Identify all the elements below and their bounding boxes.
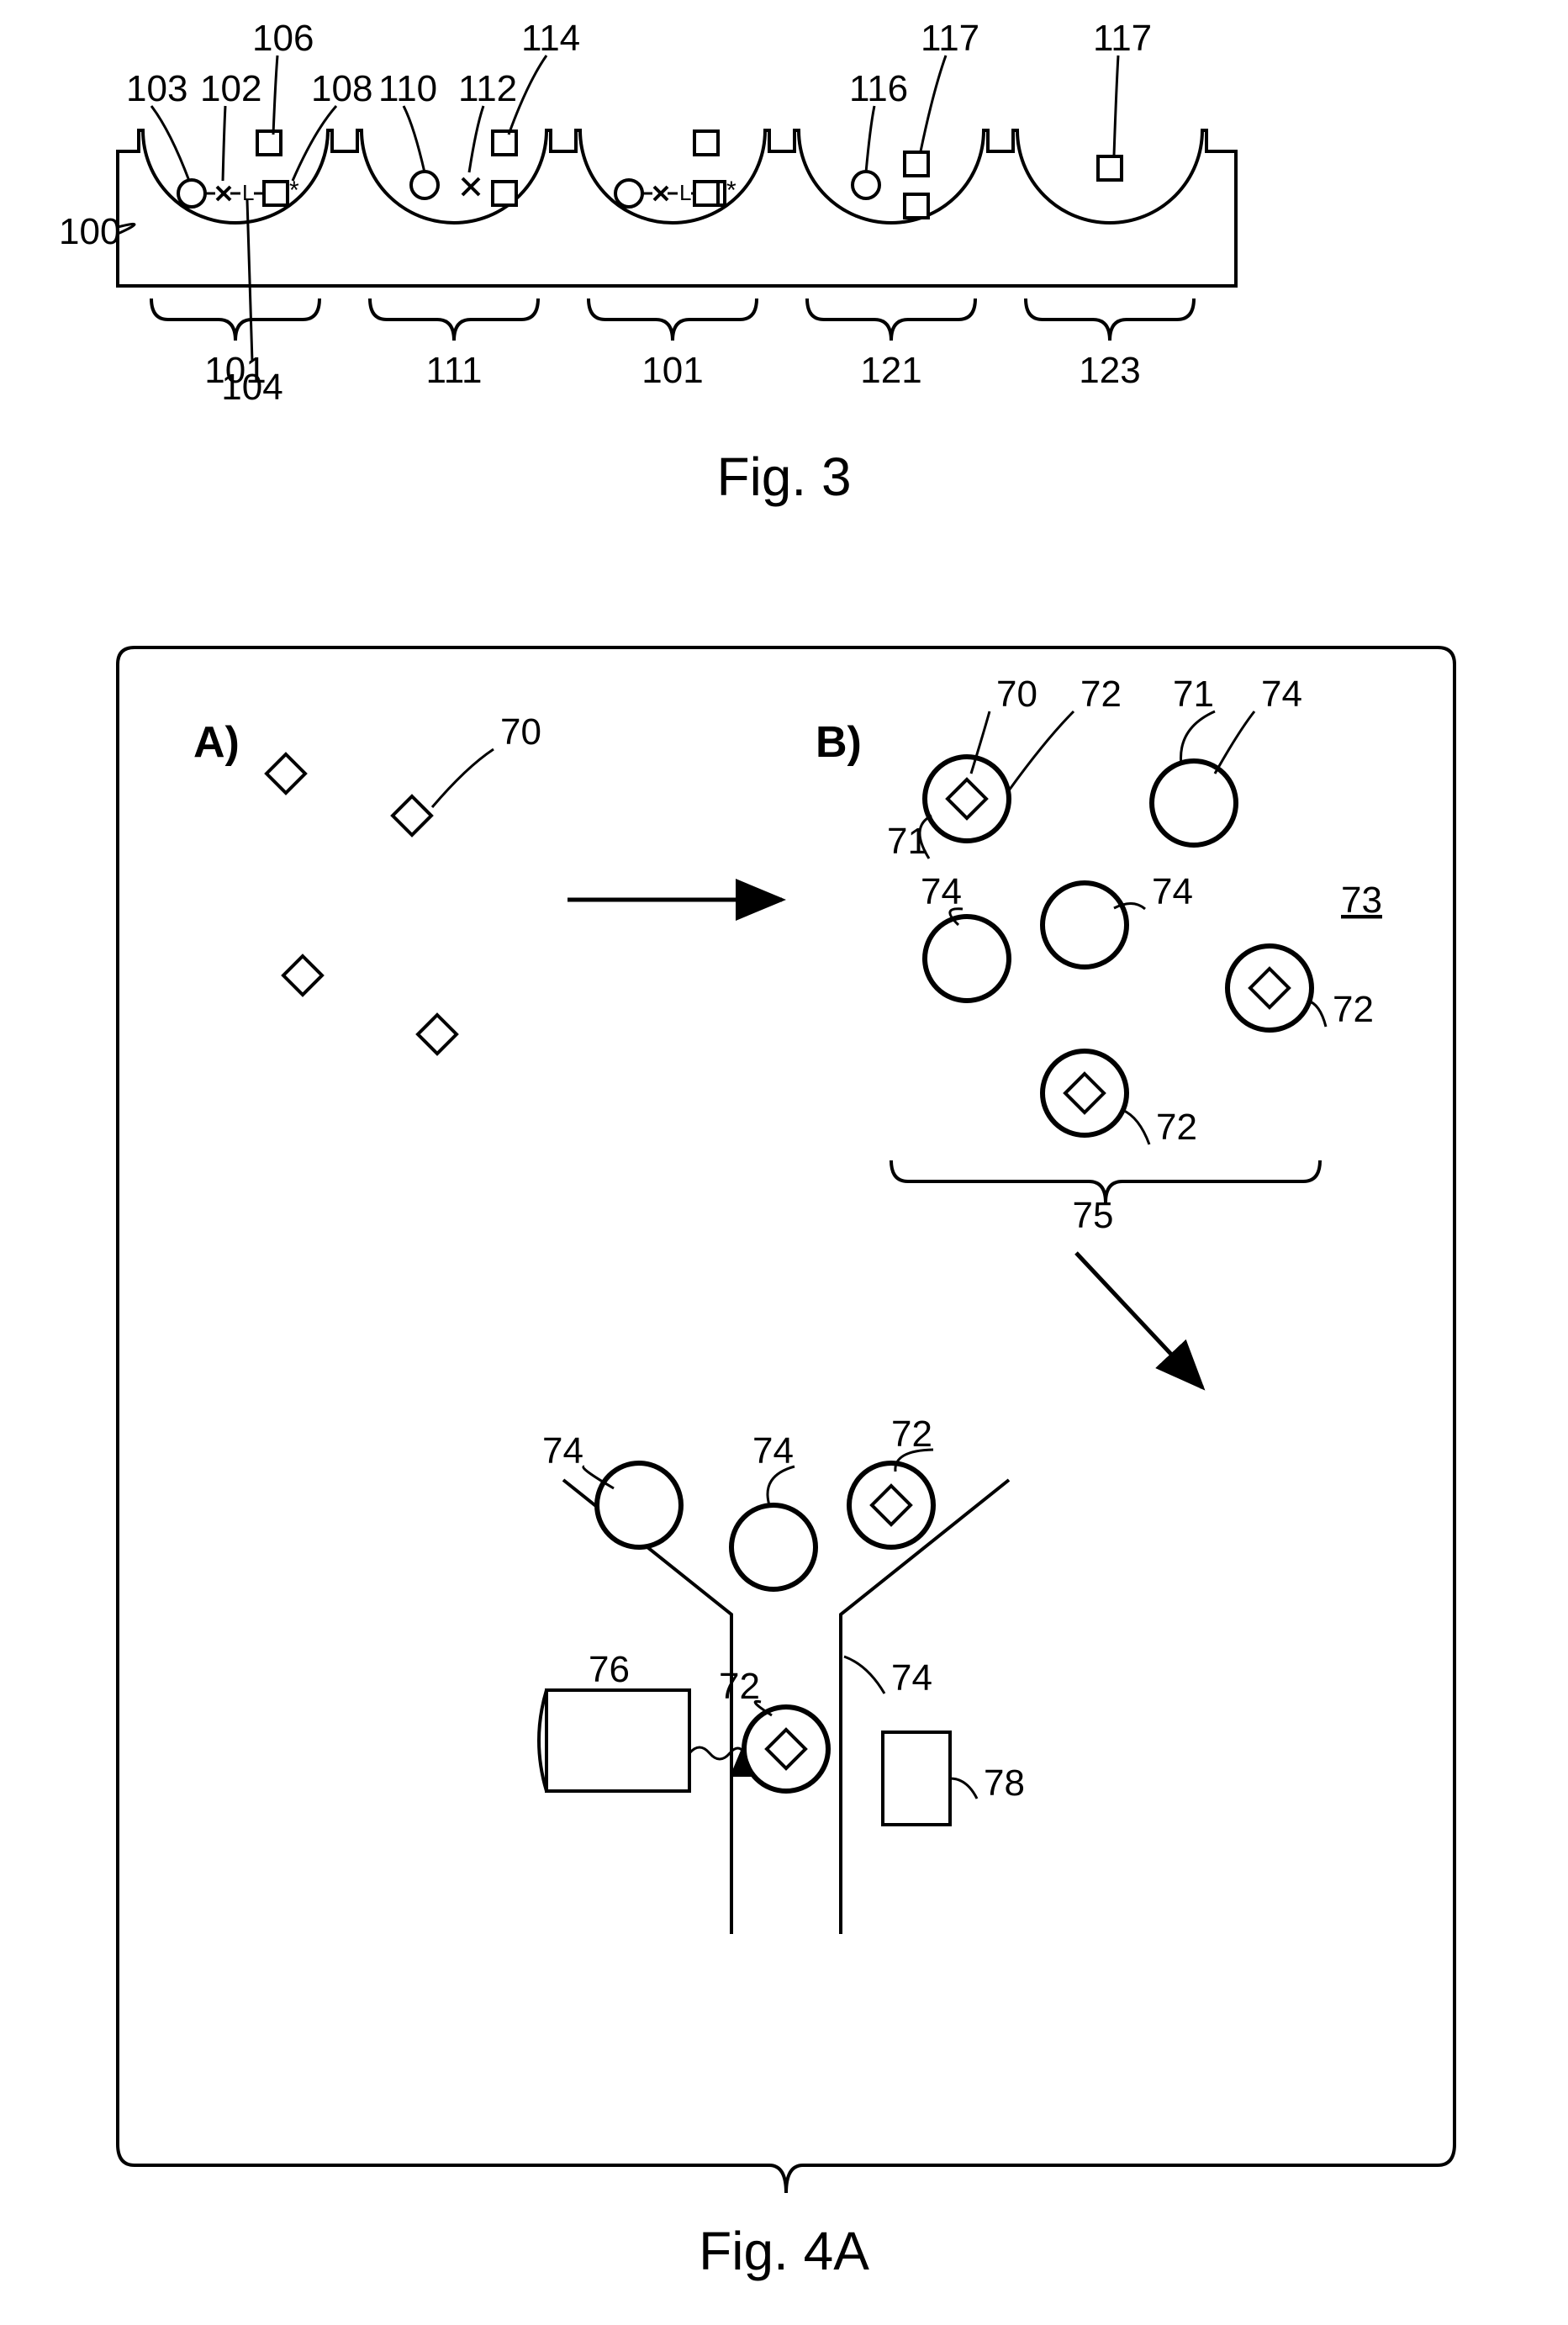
square-icon <box>694 182 718 205</box>
ref-label-108: 108 <box>311 68 372 109</box>
circle-icon <box>597 1463 681 1547</box>
figure3-caption: Fig. 3 <box>716 447 851 507</box>
ref-label-110: 110 <box>378 68 437 109</box>
ref-label-74: 74 <box>752 1430 794 1472</box>
arrow-b-to-c <box>1076 1253 1202 1387</box>
ref-label-72: 72 <box>1333 989 1374 1030</box>
circle-icon <box>178 180 205 207</box>
ref-label-71: 71 <box>1173 674 1214 715</box>
ref-label-103: 103 <box>126 68 187 109</box>
ref-label-78: 78 <box>984 1762 1025 1804</box>
figure-3: L*L*103102106108110112114116117117100104… <box>59 18 1236 408</box>
ref-label-100: 100 <box>59 211 120 252</box>
diamond-icon <box>283 956 322 995</box>
square-icon <box>493 182 516 205</box>
ref-label-75: 75 <box>1073 1195 1114 1236</box>
ref-label-72: 72 <box>891 1413 932 1455</box>
square-icon <box>264 182 288 205</box>
circle-icon <box>925 917 1009 1001</box>
square-icon <box>694 131 718 155</box>
ref-label-74: 74 <box>891 1657 932 1699</box>
ref-label-72: 72 <box>1080 674 1122 715</box>
square-icon <box>493 131 516 155</box>
circle-icon <box>1152 761 1236 845</box>
well-label-101: 101 <box>204 350 266 391</box>
figure4a-frame <box>118 647 1454 2144</box>
figure4a-bottom-brace <box>118 2144 1454 2193</box>
panel-label-A: A) <box>193 718 240 767</box>
ref-label-117: 117 <box>1093 18 1152 59</box>
figure-4a: A)B)707072717174747472727375747472747276… <box>118 647 1454 2193</box>
panel-label-B: B) <box>816 718 862 767</box>
well-label-121: 121 <box>860 350 921 391</box>
well-label-123: 123 <box>1079 350 1140 391</box>
funnel-right <box>841 1480 1009 1934</box>
svg-text:*: * <box>726 177 736 204</box>
ref-label-74: 74 <box>542 1430 583 1472</box>
ref-label-74: 74 <box>1261 674 1302 715</box>
ref-label-70: 70 <box>996 674 1037 715</box>
svg-text:L: L <box>679 180 691 205</box>
ref-label-76: 76 <box>589 1649 630 1690</box>
diamond-icon <box>393 796 431 835</box>
ref-label-106: 106 <box>252 18 314 59</box>
well-label-111: 111 <box>426 350 483 391</box>
ref-label-117: 117 <box>921 18 979 59</box>
ref-label-114: 114 <box>521 18 580 59</box>
ref-label-74: 74 <box>1152 871 1193 912</box>
square-icon <box>905 152 928 176</box>
ref-label-112: 112 <box>458 68 517 109</box>
circle-icon <box>1043 883 1127 967</box>
ref-label-73: 73 <box>1341 880 1382 921</box>
ref-label-72: 72 <box>719 1666 760 1707</box>
circle-icon <box>411 172 438 198</box>
svg-text:*: * <box>289 177 299 204</box>
ref-label-74: 74 <box>921 871 962 912</box>
ref-label-102: 102 <box>200 68 261 109</box>
circle-icon <box>731 1505 816 1589</box>
circle-icon <box>615 180 642 207</box>
well-plate <box>118 130 1236 286</box>
circle-icon <box>853 172 879 198</box>
device-78 <box>883 1732 950 1825</box>
figure4a-caption: Fig. 4A <box>699 2221 869 2281</box>
wave-icon <box>689 1747 745 1759</box>
well-label-101: 101 <box>641 350 703 391</box>
ref-label-116: 116 <box>849 68 908 109</box>
square-icon <box>1098 156 1122 180</box>
square-icon <box>905 194 928 218</box>
diamond-icon <box>418 1015 457 1054</box>
device-76 <box>546 1690 689 1791</box>
diamond-icon <box>267 754 305 793</box>
square-icon <box>257 131 281 155</box>
ref-label-70: 70 <box>500 711 541 753</box>
ref-label-72: 72 <box>1156 1107 1197 1148</box>
